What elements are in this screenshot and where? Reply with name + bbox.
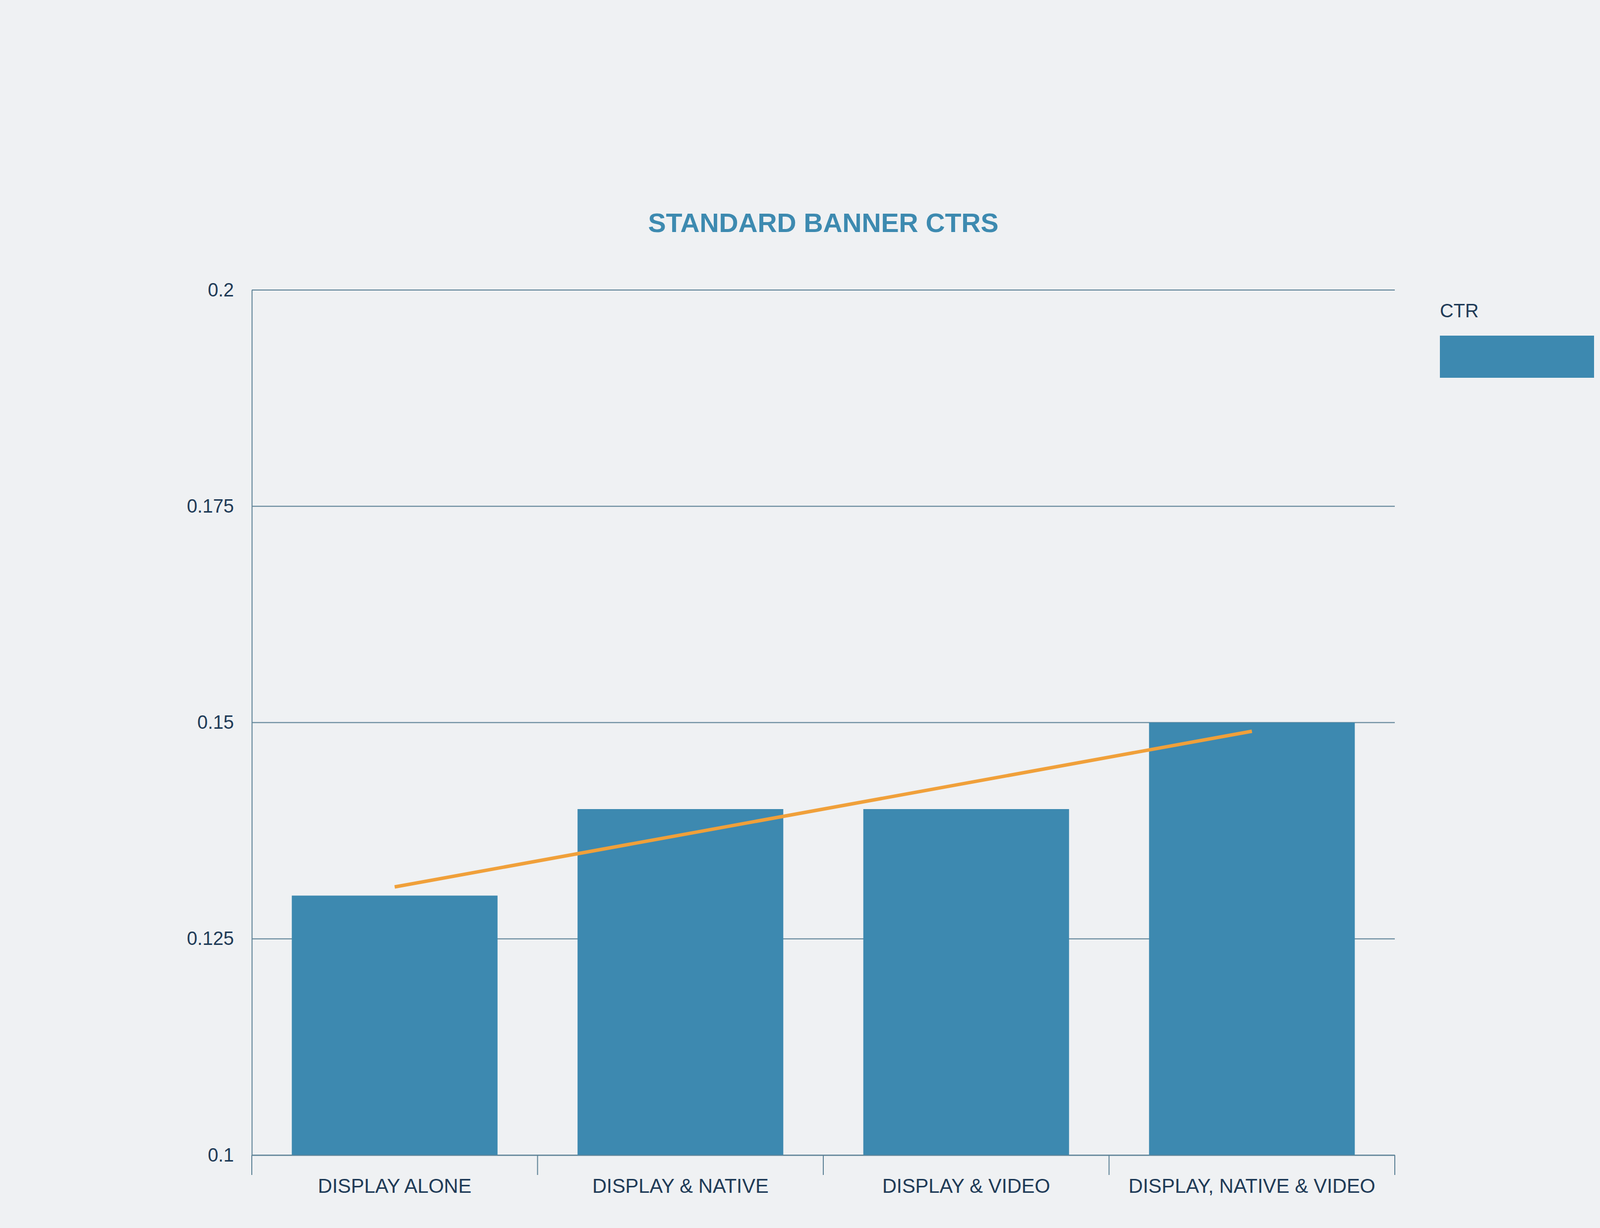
band-separator (1394, 1154, 1396, 1175)
bar (863, 808, 1070, 1155)
bar-series (291, 722, 1356, 1156)
y-tick: 0.125 (186, 927, 252, 949)
title: STANDARD BANNER CTRS (648, 207, 999, 238)
band-separator (537, 1154, 539, 1175)
bar (577, 808, 784, 1155)
legend-label: CTR (1439, 300, 1479, 322)
plot: 0.10.1250.150.1750.2DISPLAY ALONEDISPLAY… (186, 279, 1396, 1198)
bar (1148, 722, 1355, 1156)
background (0, 0, 1600, 1228)
x-tick-label: DISPLAY & NATIVE (592, 1174, 769, 1197)
y-axis-line (251, 290, 253, 1156)
y-tick-label: 0.15 (197, 711, 234, 733)
y-tick: 0.15 (197, 711, 252, 733)
y-tick-label: 0.2 (207, 279, 234, 301)
band-separator (822, 1154, 824, 1175)
marks (291, 722, 1356, 1156)
y-tick: 0.175 (186, 495, 252, 517)
x-tick: DISPLAY, NATIVE & VIDEO (1128, 1154, 1376, 1197)
x-tick: DISPLAY & NATIVE (592, 1154, 769, 1197)
x-tick: DISPLAY ALONE (317, 1154, 472, 1197)
x-tick-label: DISPLAY & VIDEO (882, 1174, 1051, 1197)
legend-swatch (1439, 335, 1595, 378)
grid-line (251, 505, 1395, 507)
trend-line (394, 731, 1253, 887)
x-tick-label: DISPLAY ALONE (317, 1174, 472, 1197)
y-axis: 0.1 0.125 0.15 0.175 0.2 (186, 279, 253, 1166)
y-tick-label: 0.125 (186, 927, 234, 949)
band-separators (251, 1154, 1395, 1175)
x-tick-label: DISPLAY, NATIVE & VIDEO (1128, 1174, 1376, 1197)
band-separator (251, 1154, 253, 1175)
y-tick: 0.2 (207, 279, 252, 301)
y-tick: 0.1 (207, 1144, 252, 1166)
chart: 0.10.1250.150.1750.2DISPLAY ALONEDISPLAY… (0, 0, 1600, 1228)
grid-line (251, 289, 1395, 291)
y-tick-label: 0.1 (207, 1144, 234, 1166)
bar (291, 895, 498, 1156)
legend: CTR (1439, 300, 1595, 378)
grid (251, 289, 1395, 1155)
x-tick: DISPLAY & VIDEO (882, 1154, 1051, 1197)
band-separator (1108, 1154, 1110, 1175)
y-tick-label: 0.175 (186, 495, 234, 517)
x-axis: DISPLAY ALONE DISPLAY & NATIVE DISPLAY & V… (251, 1154, 1396, 1197)
